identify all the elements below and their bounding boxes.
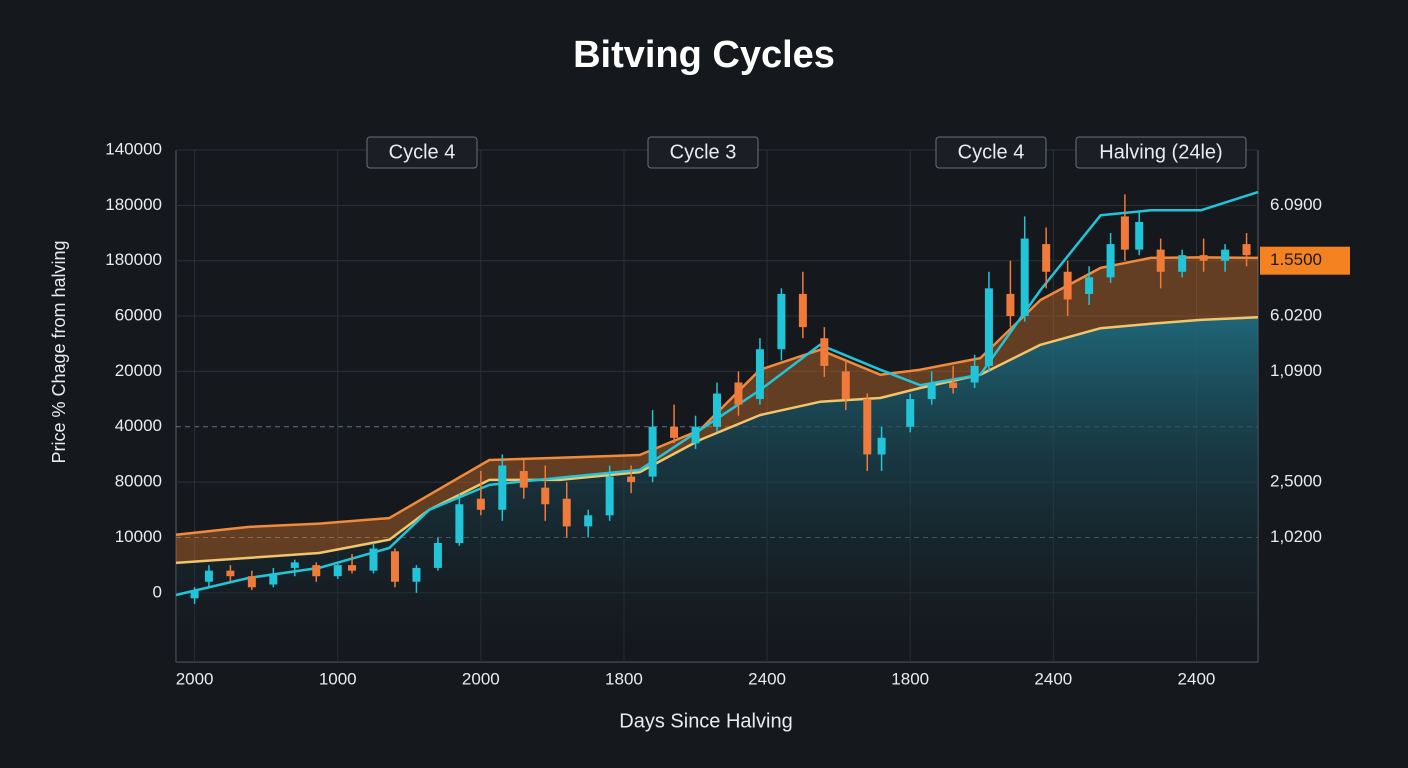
- x-tick-label: 1000: [319, 669, 357, 688]
- y-tick-label: 140000: [105, 139, 162, 158]
- y-tick-label: 10000: [115, 527, 162, 546]
- candle-body: [333, 565, 342, 577]
- candle-body: [755, 349, 764, 400]
- candle-body: [226, 570, 235, 577]
- candle-body: [1178, 255, 1187, 272]
- candle-body: [433, 542, 442, 568]
- annotation-box: [647, 136, 759, 169]
- labels: 1400001800001800006000020000400008000010…: [105, 136, 1350, 688]
- candle-body: [455, 504, 464, 543]
- candles: [190, 194, 1251, 604]
- candle-body: [1106, 244, 1115, 278]
- candle-body: [290, 562, 299, 568]
- candle-body: [691, 426, 700, 444]
- candle-body: [1221, 249, 1230, 261]
- candle-body: [1156, 249, 1165, 272]
- candle-body: [1135, 221, 1144, 250]
- candle-body: [1042, 244, 1051, 272]
- candle-body: [1199, 255, 1208, 261]
- y-tick-label: 0: [153, 582, 162, 601]
- candle-body: [1085, 277, 1094, 294]
- annotation-box: [366, 136, 478, 169]
- x-tick-label: 1800: [605, 669, 643, 688]
- candle-body: [734, 382, 743, 405]
- candle-body: [906, 399, 915, 427]
- y-tick-label: 60000: [115, 306, 162, 325]
- candle-body: [841, 371, 850, 400]
- y2-tick-label: 6.0900: [1270, 195, 1322, 214]
- y-tick-label: 20000: [115, 361, 162, 380]
- y-tick-label: 40000: [115, 416, 162, 435]
- candle-body: [605, 476, 614, 516]
- annotation: Halving (24le): [1099, 141, 1222, 163]
- x-tick-label: 2400: [748, 669, 786, 688]
- candle-body: [1006, 293, 1015, 317]
- x-axis-label: Days Since Halving: [619, 710, 792, 732]
- chart-title: Bitving Cycles: [573, 34, 835, 76]
- candle-body: [713, 393, 721, 427]
- candle-body: [1120, 216, 1129, 250]
- candle-body: [204, 570, 213, 582]
- candle-body: [798, 293, 807, 328]
- candle-body: [390, 551, 399, 582]
- annotation-box: [1075, 136, 1247, 169]
- candle-body: [984, 288, 993, 366]
- candle-body: [190, 590, 199, 599]
- area-fill: [176, 317, 1258, 662]
- candle-body: [949, 382, 958, 389]
- candle-body: [269, 573, 278, 585]
- candle-body: [648, 426, 657, 477]
- candle-body: [498, 465, 507, 510]
- candle-body: [348, 565, 357, 571]
- candle-body: [970, 365, 979, 383]
- candle-body: [927, 382, 936, 400]
- x-tick-label: 2400: [1178, 669, 1216, 688]
- candle-body: [670, 426, 679, 438]
- candle-body: [312, 565, 321, 577]
- y2-tick-label: 1.5500: [1270, 250, 1322, 269]
- y-tick-label: 180000: [105, 250, 162, 269]
- annotation: Cycle 3: [670, 141, 737, 163]
- annotation: Cycle 4: [958, 141, 1025, 163]
- highlight-box: [1260, 246, 1350, 275]
- candle-body: [476, 498, 485, 510]
- candle-body: [541, 487, 550, 505]
- x-tick-label: 2400: [1034, 669, 1072, 688]
- candle-body: [1063, 271, 1072, 300]
- candle-body: [877, 437, 886, 455]
- candle-body: [519, 471, 528, 488]
- line: [175, 315, 1259, 565]
- y2-tick-label: 6.0200: [1270, 306, 1322, 325]
- candle-body: [412, 567, 421, 582]
- candle-body: [627, 476, 636, 483]
- candle-body: [863, 399, 872, 455]
- candle-body: [1242, 244, 1251, 256]
- candle-body: [369, 548, 378, 571]
- candle-body: [562, 498, 571, 527]
- y-tick-label: 80000: [115, 472, 162, 491]
- candle-body: [584, 515, 593, 527]
- x-tick-label: 1800: [891, 669, 929, 688]
- y-tick-label: 180000: [105, 195, 162, 214]
- annotation-box: [935, 136, 1047, 169]
- candle-body: [1020, 238, 1029, 317]
- x-tick-label: 2000: [462, 669, 500, 688]
- candle-body: [777, 293, 786, 350]
- annotation: Cycle 4: [389, 141, 456, 163]
- y-axis-label: Price % Chage from halving: [49, 240, 69, 463]
- y2-tick-label: 1,0900: [1270, 361, 1322, 380]
- candle-body: [247, 576, 256, 588]
- y2-tick-label: 1,0200: [1270, 527, 1322, 546]
- y2-tick-label: 2,5000: [1270, 472, 1322, 491]
- band-fill: [176, 257, 1258, 563]
- fills: [176, 257, 1258, 662]
- x-tick-label: 2000: [176, 669, 214, 688]
- candle-body: [820, 338, 829, 366]
